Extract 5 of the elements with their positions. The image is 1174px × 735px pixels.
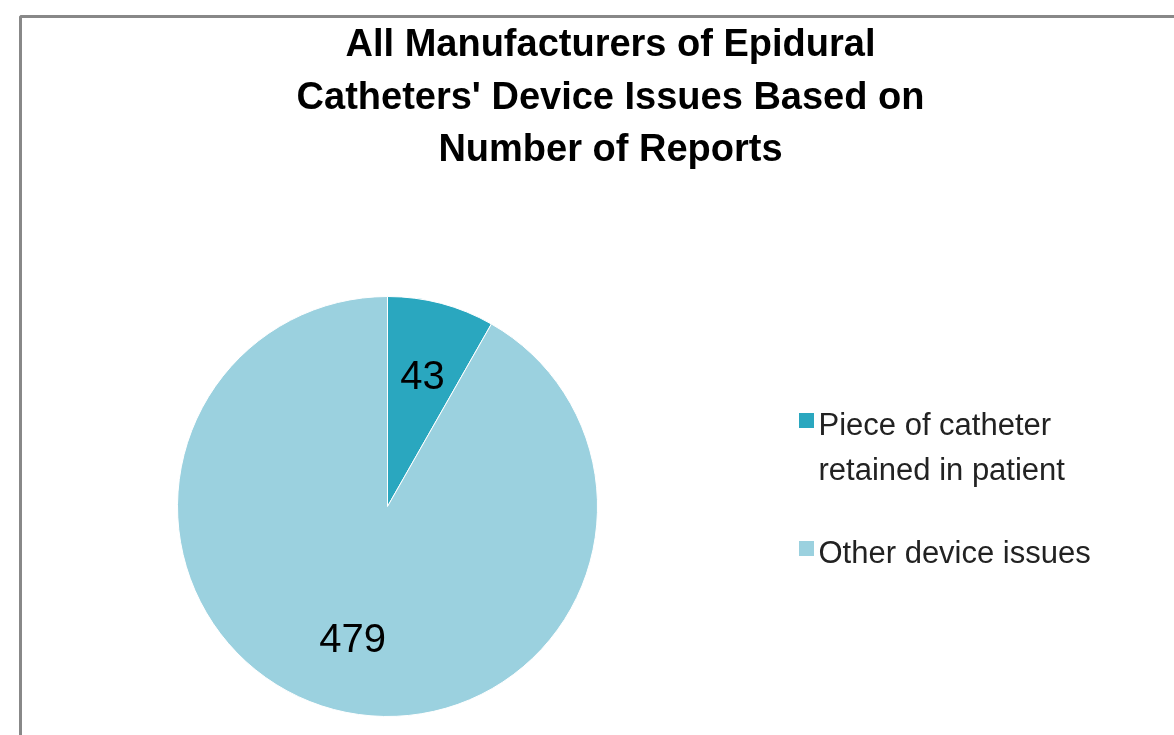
chart-title: All Manufacturers of Epidural Catheters' Device Issues Based on Number of Reports [296, 22, 925, 169]
legend-label: Other device issues [818, 534, 1091, 570]
data-label: 43 [400, 352, 445, 397]
data-label: 479 [319, 616, 386, 661]
legend-label: Piece of catheter retained in patient [818, 406, 1066, 487]
